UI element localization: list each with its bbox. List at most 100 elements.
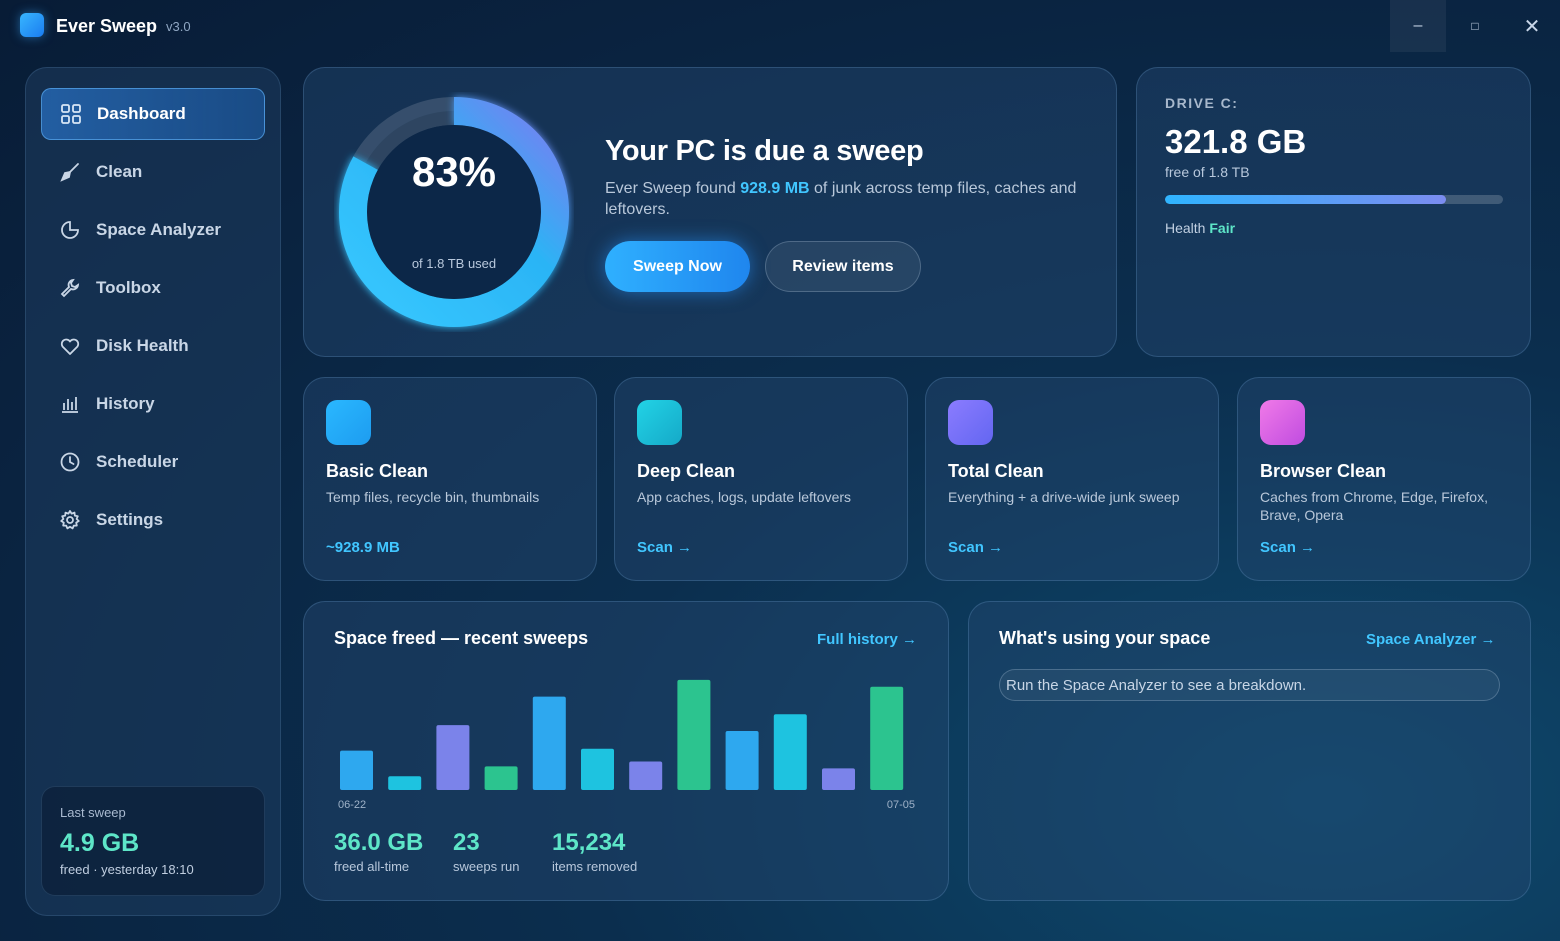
maximize-icon: □ xyxy=(1471,19,1479,33)
app-version: v3.0 xyxy=(166,19,191,34)
sweep-now-button[interactable]: Sweep Now xyxy=(605,241,750,292)
chart-bar xyxy=(532,696,566,790)
mode-card-total-clean[interactable]: Total Clean Everything + a drive-wide ju… xyxy=(925,377,1219,581)
mode-card-browser-clean[interactable]: Browser Clean Caches from Chrome, Edge, … xyxy=(1237,377,1531,581)
sidebar-item-history[interactable]: History xyxy=(41,378,265,430)
app-name: Ever Sweep xyxy=(56,16,158,36)
sidebar-item-label: Scheduler xyxy=(96,452,179,471)
chart-bar xyxy=(629,761,663,790)
stat-value: 15,234 xyxy=(552,829,626,856)
chart-bar xyxy=(340,750,373,790)
sidebar-item-space-analyzer[interactable]: Space Analyzer xyxy=(41,204,265,256)
chart-bar xyxy=(870,686,904,790)
chart-bar xyxy=(581,748,614,790)
review-items-button[interactable]: Review items xyxy=(765,241,921,292)
chart-bar xyxy=(388,776,422,790)
mode-title: Browser Clean xyxy=(1260,461,1387,481)
deep-clean-icon xyxy=(637,400,682,445)
maximize-button[interactable]: □ xyxy=(1447,0,1503,52)
grid-icon xyxy=(60,103,82,125)
last-sweep-sub: freed · yesterday 18:10 xyxy=(60,862,194,877)
stat-label: freed all-time xyxy=(334,859,410,874)
sidebar-item-label: Toolbox xyxy=(96,278,161,297)
mode-description: App caches, logs, update leftovers xyxy=(637,489,852,505)
browser-clean-icon xyxy=(1260,400,1305,445)
stat-value: 23 xyxy=(453,829,480,856)
mode-estimate: ~928.9 MB xyxy=(326,539,400,556)
mode-title: Basic Clean xyxy=(326,461,429,481)
close-button[interactable]: ✕ xyxy=(1504,0,1560,52)
sidebar-item-disk-health[interactable]: Disk Health xyxy=(41,320,265,372)
space-usage-card: What's using your space Space Analyzer → xyxy=(968,601,1531,901)
sidebar-item-label: Space Analyzer xyxy=(96,220,222,239)
basic-clean-icon xyxy=(326,400,371,445)
sidebar: Dashboard Clean Space Analyzer Toolbox D… xyxy=(25,67,281,916)
chart-x-label: 07-05 xyxy=(887,799,915,811)
chart-bar xyxy=(436,725,470,790)
total-clean-icon xyxy=(948,400,993,445)
history-card: Space freed — recent sweeps Full history… xyxy=(303,601,949,901)
hero-desc-suffix: of junk across temp files, caches and le… xyxy=(605,180,1077,218)
drive-health: Health Fair xyxy=(1165,220,1235,236)
pie-icon xyxy=(59,219,81,241)
scan-link[interactable]: Scan → xyxy=(1260,539,1316,556)
sidebar-item-settings[interactable]: Settings xyxy=(41,494,265,546)
close-icon: ✕ xyxy=(1523,15,1541,38)
sidebar-item-toolbox[interactable]: Toolbox xyxy=(41,262,265,314)
last-sweep-value: 4.9 GB xyxy=(60,829,140,857)
clock-icon xyxy=(59,451,81,473)
minimize-icon: – xyxy=(1413,17,1423,34)
sidebar-item-label: Clean xyxy=(96,162,143,181)
sidebar-item-label: Disk Health xyxy=(96,336,189,355)
stat-label: items removed xyxy=(552,859,638,874)
usage-sub: of 1.8 TB used xyxy=(411,256,497,271)
mode-card-deep-clean[interactable]: Deep Clean App caches, logs, update left… xyxy=(614,377,908,581)
scan-link[interactable]: Scan → xyxy=(948,539,1004,556)
heart-icon xyxy=(59,335,81,357)
drive-total: free of 1.8 TB xyxy=(1165,164,1250,180)
space-freed-chart: 06-22 07-05 xyxy=(338,679,915,811)
usage-percent: 83% xyxy=(411,148,497,195)
space-breakdown-field xyxy=(999,669,1500,701)
drive-label: DRIVE C: xyxy=(1165,95,1239,111)
sidebar-item-dashboard[interactable]: Dashboard xyxy=(41,88,265,140)
chart-bar xyxy=(484,766,518,790)
space-usage-title: What's using your space xyxy=(999,628,1211,648)
last-sweep-panel: Last sweep 4.9 GB freed · yesterday 18:1… xyxy=(41,786,265,896)
sidebar-item-clean[interactable]: Clean xyxy=(41,146,265,198)
history-title: Space freed — recent sweeps xyxy=(334,628,589,648)
hero-description: Ever Sweep found 928.9 MB of junk across… xyxy=(605,178,1095,220)
hero-title: Your PC is due a sweep xyxy=(605,135,924,167)
usage-donut xyxy=(339,97,569,327)
mode-description: Caches from Chrome, Edge, Firefox, Brave… xyxy=(1260,489,1488,523)
gear-icon xyxy=(59,509,81,531)
drive-health-label: Health xyxy=(1165,220,1206,236)
hero-card: 83% of 1.8 TB used Your PC is due a swee… xyxy=(303,67,1117,357)
minimize-button[interactable]: – xyxy=(1390,0,1446,52)
sidebar-item-label: Dashboard xyxy=(97,104,186,123)
scan-link[interactable]: Scan → xyxy=(637,539,693,556)
mode-title: Deep Clean xyxy=(637,461,736,481)
sidebar-item-scheduler[interactable]: Scheduler xyxy=(41,436,265,488)
mode-card-basic-clean[interactable]: Basic Clean Temp files, recycle bin, thu… xyxy=(303,377,597,581)
drive-free-space: 321.8 GB xyxy=(1165,123,1307,160)
app-logo xyxy=(20,13,44,37)
last-sweep-title: Last sweep xyxy=(60,805,126,820)
hero-desc-prefix: Ever Sweep found xyxy=(605,180,736,197)
broom-icon xyxy=(59,161,81,183)
wrench-icon xyxy=(59,277,81,299)
space-analyzer-link[interactable]: Space Analyzer → xyxy=(1366,631,1496,648)
chart-bar xyxy=(677,679,711,790)
drive-card: DRIVE C: 321.8 GB free of 1.8 TB Health … xyxy=(1136,67,1531,357)
stat-label: sweeps run xyxy=(453,859,520,874)
junk-amount: 928.9 MB xyxy=(740,180,810,197)
chart-x-label: 06-22 xyxy=(338,799,366,811)
drive-health-value: Fair xyxy=(1209,220,1236,236)
full-history-link[interactable]: Full history → xyxy=(817,631,918,648)
stat-value: 36.0 GB xyxy=(334,829,424,856)
mode-title: Total Clean xyxy=(948,461,1044,481)
mode-description: Everything + a drive-wide junk sweep xyxy=(948,489,1180,505)
sidebar-item-label: Settings xyxy=(96,510,164,529)
chart-bar xyxy=(725,731,759,790)
drive-usage-fill xyxy=(1165,195,1446,204)
